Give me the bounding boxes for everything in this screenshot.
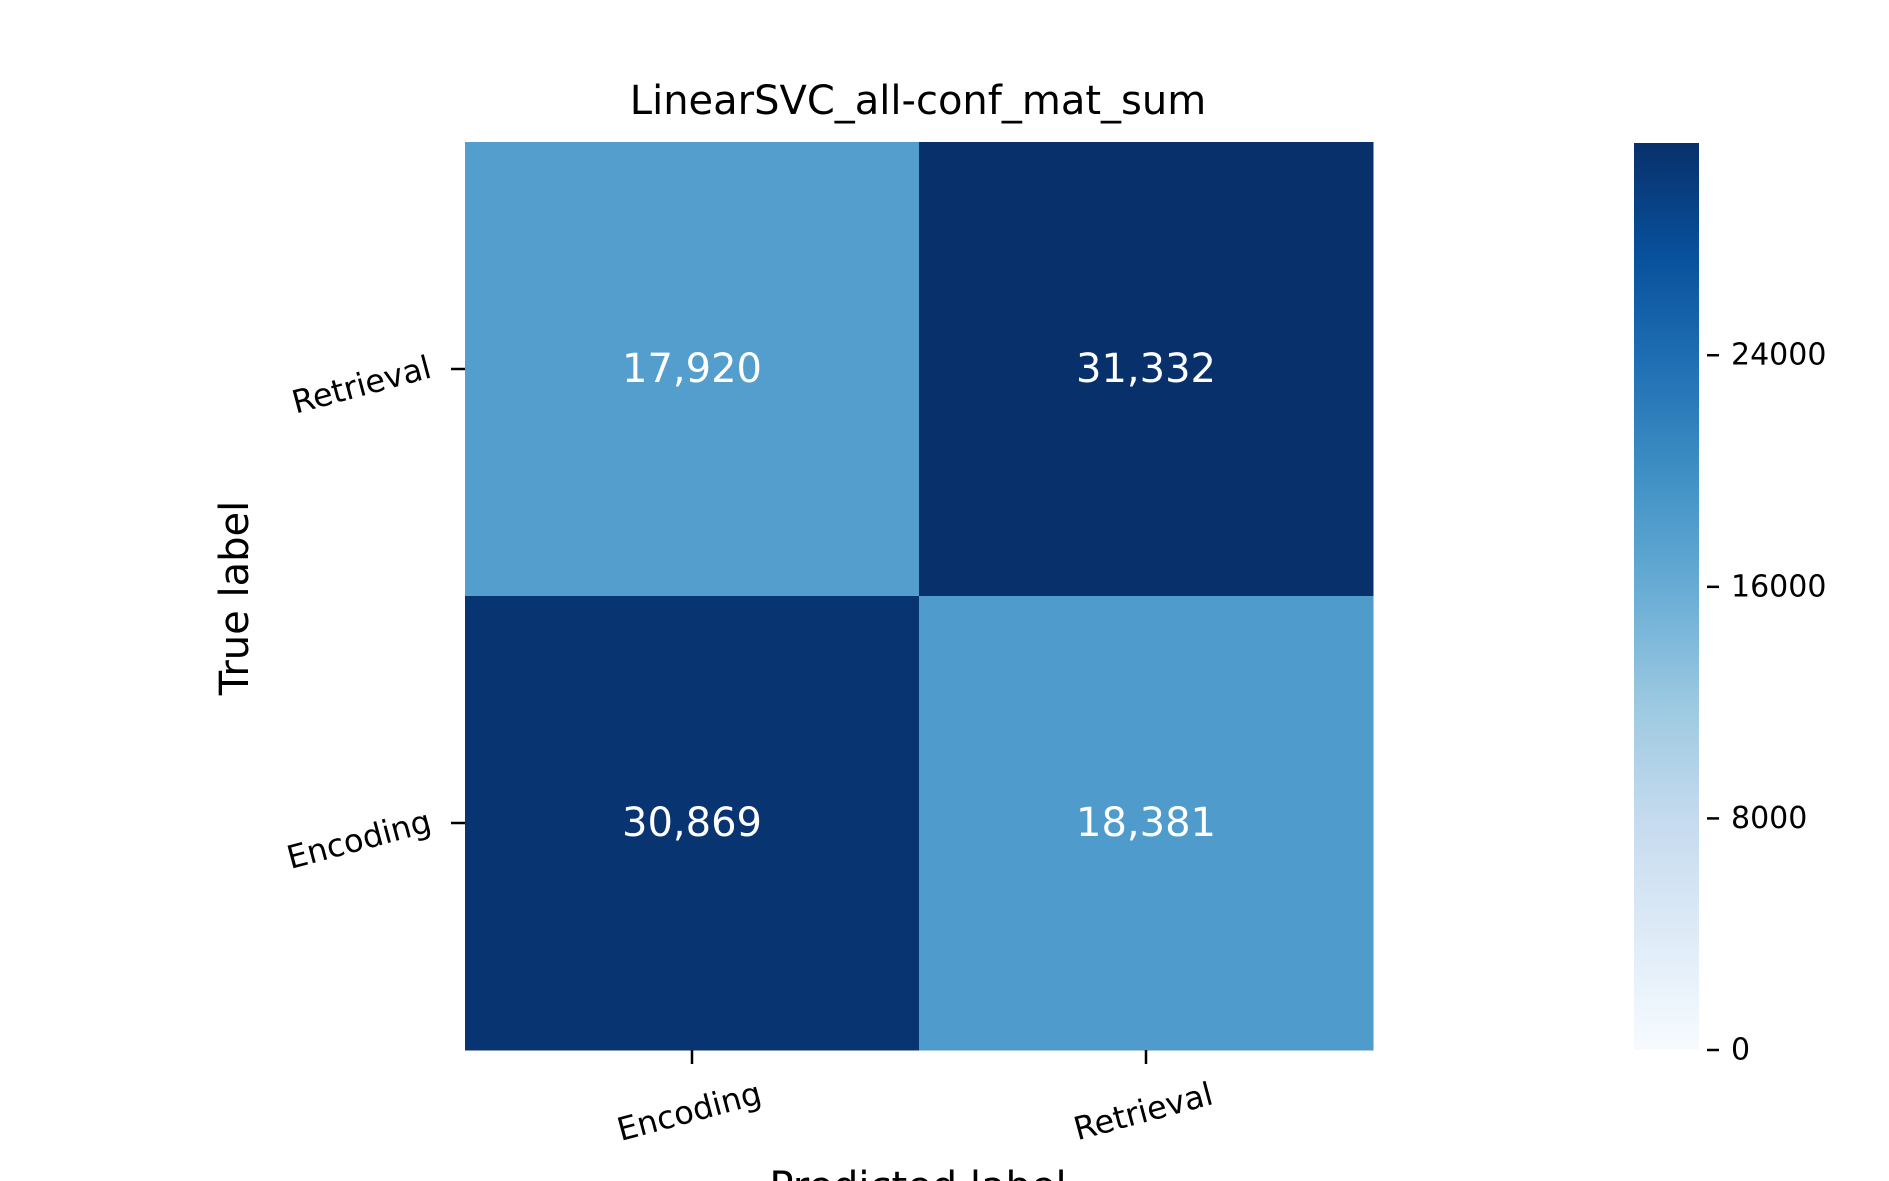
y-axis-label: True label (212, 501, 258, 696)
x-axis-label: Predicted label (769, 1164, 1066, 1181)
heatmap-cell (465, 596, 920, 1051)
heatmap-cell-label: 31,332 (1076, 346, 1216, 392)
colorbar-gradient (1634, 143, 1699, 1050)
colorbar-tick-label: 24000 (1731, 338, 1826, 373)
heatmap-cell-label: 30,869 (622, 800, 762, 846)
x-axis: Encoding Retrieval (613, 1050, 1217, 1149)
colorbar: 0 8000 16000 24000 (1634, 143, 1826, 1068)
y-axis: Retrieval Encoding (283, 348, 465, 877)
colorbar-tick-label: 0 (1731, 1033, 1750, 1068)
heatmap-cell (919, 596, 1374, 1051)
colorbar-tick-label: 8000 (1731, 801, 1807, 836)
x-tick-label: Encoding (613, 1074, 765, 1149)
heatmap-cell-label: 17,920 (622, 346, 762, 392)
y-tick-label: Retrieval (288, 348, 435, 422)
y-tick-label: Encoding (283, 802, 435, 877)
heatmap-cell (465, 142, 920, 597)
heatmap-cell (919, 142, 1374, 597)
colorbar-tick-label: 16000 (1731, 569, 1826, 604)
heatmap-cell-label: 18,381 (1076, 800, 1216, 846)
x-tick-label: Retrieval (1070, 1075, 1217, 1149)
heatmap-cell-labels: 17,920 31,332 30,869 18,381 (622, 346, 1216, 846)
heatmap-cells (465, 142, 1374, 1051)
chart-title: LinearSVC_all-conf_mat_sum (630, 78, 1206, 124)
